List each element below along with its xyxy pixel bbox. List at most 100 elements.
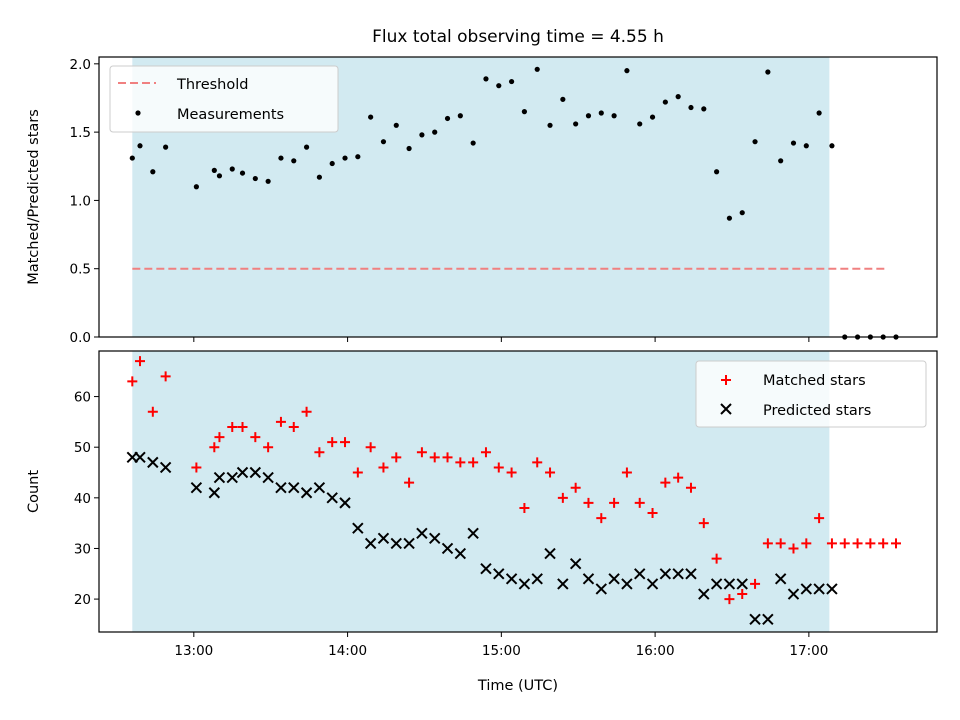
predicted-star-point (326, 492, 338, 504)
predicted-star-point (288, 481, 300, 494)
matched-star-point (191, 462, 202, 473)
measurement-point (611, 113, 617, 119)
legend-box (109, 65, 339, 133)
predicted-star-point (672, 568, 684, 580)
measurement-point (752, 139, 758, 145)
matched-star-point (685, 482, 696, 493)
measurement-point (291, 158, 297, 164)
predicted-star-point (249, 466, 262, 479)
predicted-star-point (208, 487, 221, 499)
matched-star-point (301, 406, 312, 417)
matched-star-point (801, 538, 812, 549)
predicted-star-point (416, 527, 428, 539)
y-tick-label: 60 (74, 390, 91, 406)
legend-predicted-swatch (720, 403, 732, 415)
measurement-point (342, 155, 348, 161)
measurement-point (406, 145, 412, 152)
x-tick-label: 16:00 (636, 643, 675, 659)
matched-star-point (673, 472, 684, 483)
axes-frame (98, 350, 938, 633)
measurement-point (393, 122, 399, 128)
predicted-star-point (454, 547, 467, 560)
measurement-point (163, 144, 169, 150)
matched-star-point (209, 442, 220, 453)
predicted-star-point (569, 557, 582, 570)
chart-title: Flux total observing time = 4.55 h (372, 27, 664, 47)
matched-star-point (160, 371, 171, 382)
predicted-star-point (595, 583, 607, 595)
predicted-star-point (634, 568, 646, 580)
matched-star-point (634, 497, 645, 508)
matched-star-point (583, 497, 594, 508)
matched-star-point (237, 421, 248, 432)
matched-star-point (609, 497, 620, 508)
measurement-point (316, 174, 322, 180)
measurement-point (303, 144, 310, 150)
predicted-star-point (352, 522, 364, 534)
predicted-star-point (800, 583, 813, 595)
measurement-point (129, 155, 135, 161)
predicted-star-point (749, 613, 761, 626)
measurement-point (470, 140, 476, 146)
y-axis-label: Count (26, 470, 42, 513)
legend-matched-swatch (721, 375, 731, 385)
predicted-star-point (275, 481, 287, 494)
matched-star-point (391, 452, 402, 463)
matched-star-point (890, 538, 901, 549)
y-tick-label: 40 (74, 491, 91, 507)
matched-star-point (275, 416, 286, 427)
predicted-star-point (390, 537, 402, 550)
matched-star-point (750, 578, 761, 589)
measurement-point (701, 106, 707, 112)
y-axis-label: Matched/Predicted stars (26, 109, 42, 285)
measurement-point (239, 170, 246, 176)
legend: Threshold Measurements (109, 65, 339, 133)
y-tick-label: 0.5 (70, 262, 91, 278)
measurement-point (790, 140, 797, 146)
predicted-star-point (147, 456, 159, 469)
measurement-point (573, 121, 579, 127)
matched-star-point (532, 457, 543, 468)
measurement-point (829, 143, 835, 149)
matched-star-point (480, 447, 491, 458)
predicted-star-point (493, 568, 505, 580)
matched-star-point (737, 589, 748, 600)
predicted-star-point (339, 497, 351, 509)
matched-star-point (365, 442, 376, 453)
predicted-star-point (544, 547, 556, 560)
matched-star-point (506, 467, 517, 478)
measurement-point (688, 104, 694, 111)
measurement-point (137, 143, 143, 149)
predicted-star-point (582, 573, 595, 585)
matched-star-point (493, 462, 504, 473)
matched-star-point (352, 467, 363, 478)
matched-star-point (852, 538, 863, 549)
matched-star-point (647, 508, 658, 519)
measurement-point (521, 109, 528, 115)
y-tick-label: 1.5 (70, 125, 91, 141)
predicted-star-point (518, 578, 531, 590)
predicted-star-point (364, 537, 377, 550)
matched-star-point (416, 447, 427, 458)
y-tick-label: 50 (74, 440, 91, 456)
matched-star-point (378, 462, 389, 473)
measurement-point (508, 78, 515, 85)
predicted-star-point (429, 532, 441, 545)
predicted-star-point (480, 563, 492, 575)
x-axis-label: Time (UTC) (477, 678, 558, 694)
measurement-point (483, 76, 489, 82)
matched-star-point (429, 452, 440, 463)
measurement-point (675, 94, 681, 100)
predicted-star-point (159, 461, 172, 474)
matched-star-point (327, 437, 338, 448)
count-panel: 20 30 40 50 60 13:00 14:00 15:00 16:00 17:00 Cou… (26, 350, 938, 694)
matched-star-point (878, 538, 889, 549)
matched-star-point (288, 421, 299, 432)
matched-star-point (250, 432, 261, 443)
matched-star-point (762, 538, 773, 549)
matched-star-point (147, 406, 158, 417)
measurement-point (419, 132, 425, 138)
measurement-point (444, 115, 451, 122)
predicted-star-point (226, 471, 238, 484)
